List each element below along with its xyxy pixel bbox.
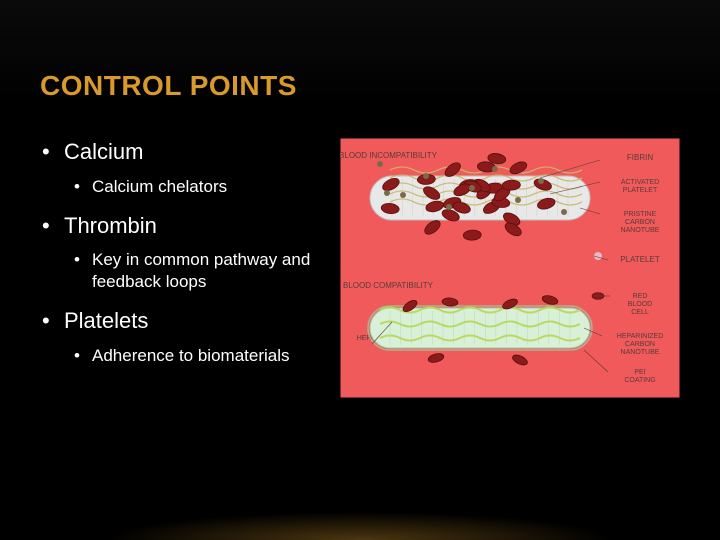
sub-bullet-label: Key in common pathway and feedback loops bbox=[92, 250, 310, 291]
svg-text:CARBON: CARBON bbox=[625, 341, 655, 348]
bullet-list: Calcium Calcium chelators Thrombin Key i… bbox=[40, 138, 320, 367]
sub-bullet-label: Calcium chelators bbox=[92, 177, 227, 196]
svg-text:BLOOD COMPATIBILITY: BLOOD COMPATIBILITY bbox=[343, 281, 434, 290]
svg-text:CELL: CELL bbox=[631, 309, 649, 316]
svg-text:NANOTUBE: NANOTUBE bbox=[621, 227, 660, 234]
svg-text:PLATELET: PLATELET bbox=[623, 187, 658, 194]
sub-bullet-label: Adherence to biomaterials bbox=[92, 346, 290, 365]
svg-text:HEPARINIZED: HEPARINIZED bbox=[617, 333, 664, 340]
bullet-label: Platelets bbox=[64, 308, 148, 333]
svg-text:COATING: COATING bbox=[624, 377, 655, 384]
sub-bullet-item: Calcium chelators bbox=[64, 176, 320, 198]
bullet-column: Calcium Calcium chelators Thrombin Key i… bbox=[40, 138, 320, 398]
sub-bullet-list: Key in common pathway and feedback loops bbox=[64, 249, 320, 293]
content-row: Calcium Calcium chelators Thrombin Key i… bbox=[40, 138, 680, 398]
svg-text:CARBON: CARBON bbox=[625, 219, 655, 226]
svg-text:PLATELET: PLATELET bbox=[620, 255, 660, 264]
bullet-item: Thrombin Key in common pathway and feedb… bbox=[40, 212, 320, 294]
svg-text:BLOOD INCOMPATIBILITY: BLOOD INCOMPATIBILITY bbox=[340, 151, 438, 160]
diagram-column: BLOOD INCOMPATIBILITYFIBRINACTIVATEDPLAT… bbox=[340, 138, 680, 398]
bullet-label: Calcium bbox=[64, 139, 143, 164]
slide-title: CONTROL POINTS bbox=[40, 70, 680, 102]
svg-text:ACTIVATED: ACTIVATED bbox=[621, 179, 659, 186]
svg-text:FIBRIN: FIBRIN bbox=[627, 153, 653, 162]
svg-text:PEI: PEI bbox=[634, 369, 645, 376]
sub-bullet-list: Adherence to biomaterials bbox=[64, 345, 320, 367]
blood-compatibility-diagram: BLOOD INCOMPATIBILITYFIBRINACTIVATEDPLAT… bbox=[340, 138, 680, 398]
svg-text:RED: RED bbox=[633, 293, 648, 300]
sub-bullet-item: Key in common pathway and feedback loops bbox=[64, 249, 320, 293]
decorative-glow bbox=[0, 500, 720, 540]
sub-bullet-list: Calcium chelators bbox=[64, 176, 320, 198]
slide-container: CONTROL POINTS Calcium Calcium chelators… bbox=[0, 0, 720, 540]
svg-text:PRISTINE: PRISTINE bbox=[624, 211, 657, 218]
bullet-item: Calcium Calcium chelators bbox=[40, 138, 320, 198]
svg-text:NANOTUBE: NANOTUBE bbox=[621, 349, 660, 356]
sub-bullet-item: Adherence to biomaterials bbox=[64, 345, 320, 367]
svg-text:BLOOD: BLOOD bbox=[628, 301, 653, 308]
bullet-item: Platelets Adherence to biomaterials bbox=[40, 307, 320, 367]
bullet-label: Thrombin bbox=[64, 213, 157, 238]
